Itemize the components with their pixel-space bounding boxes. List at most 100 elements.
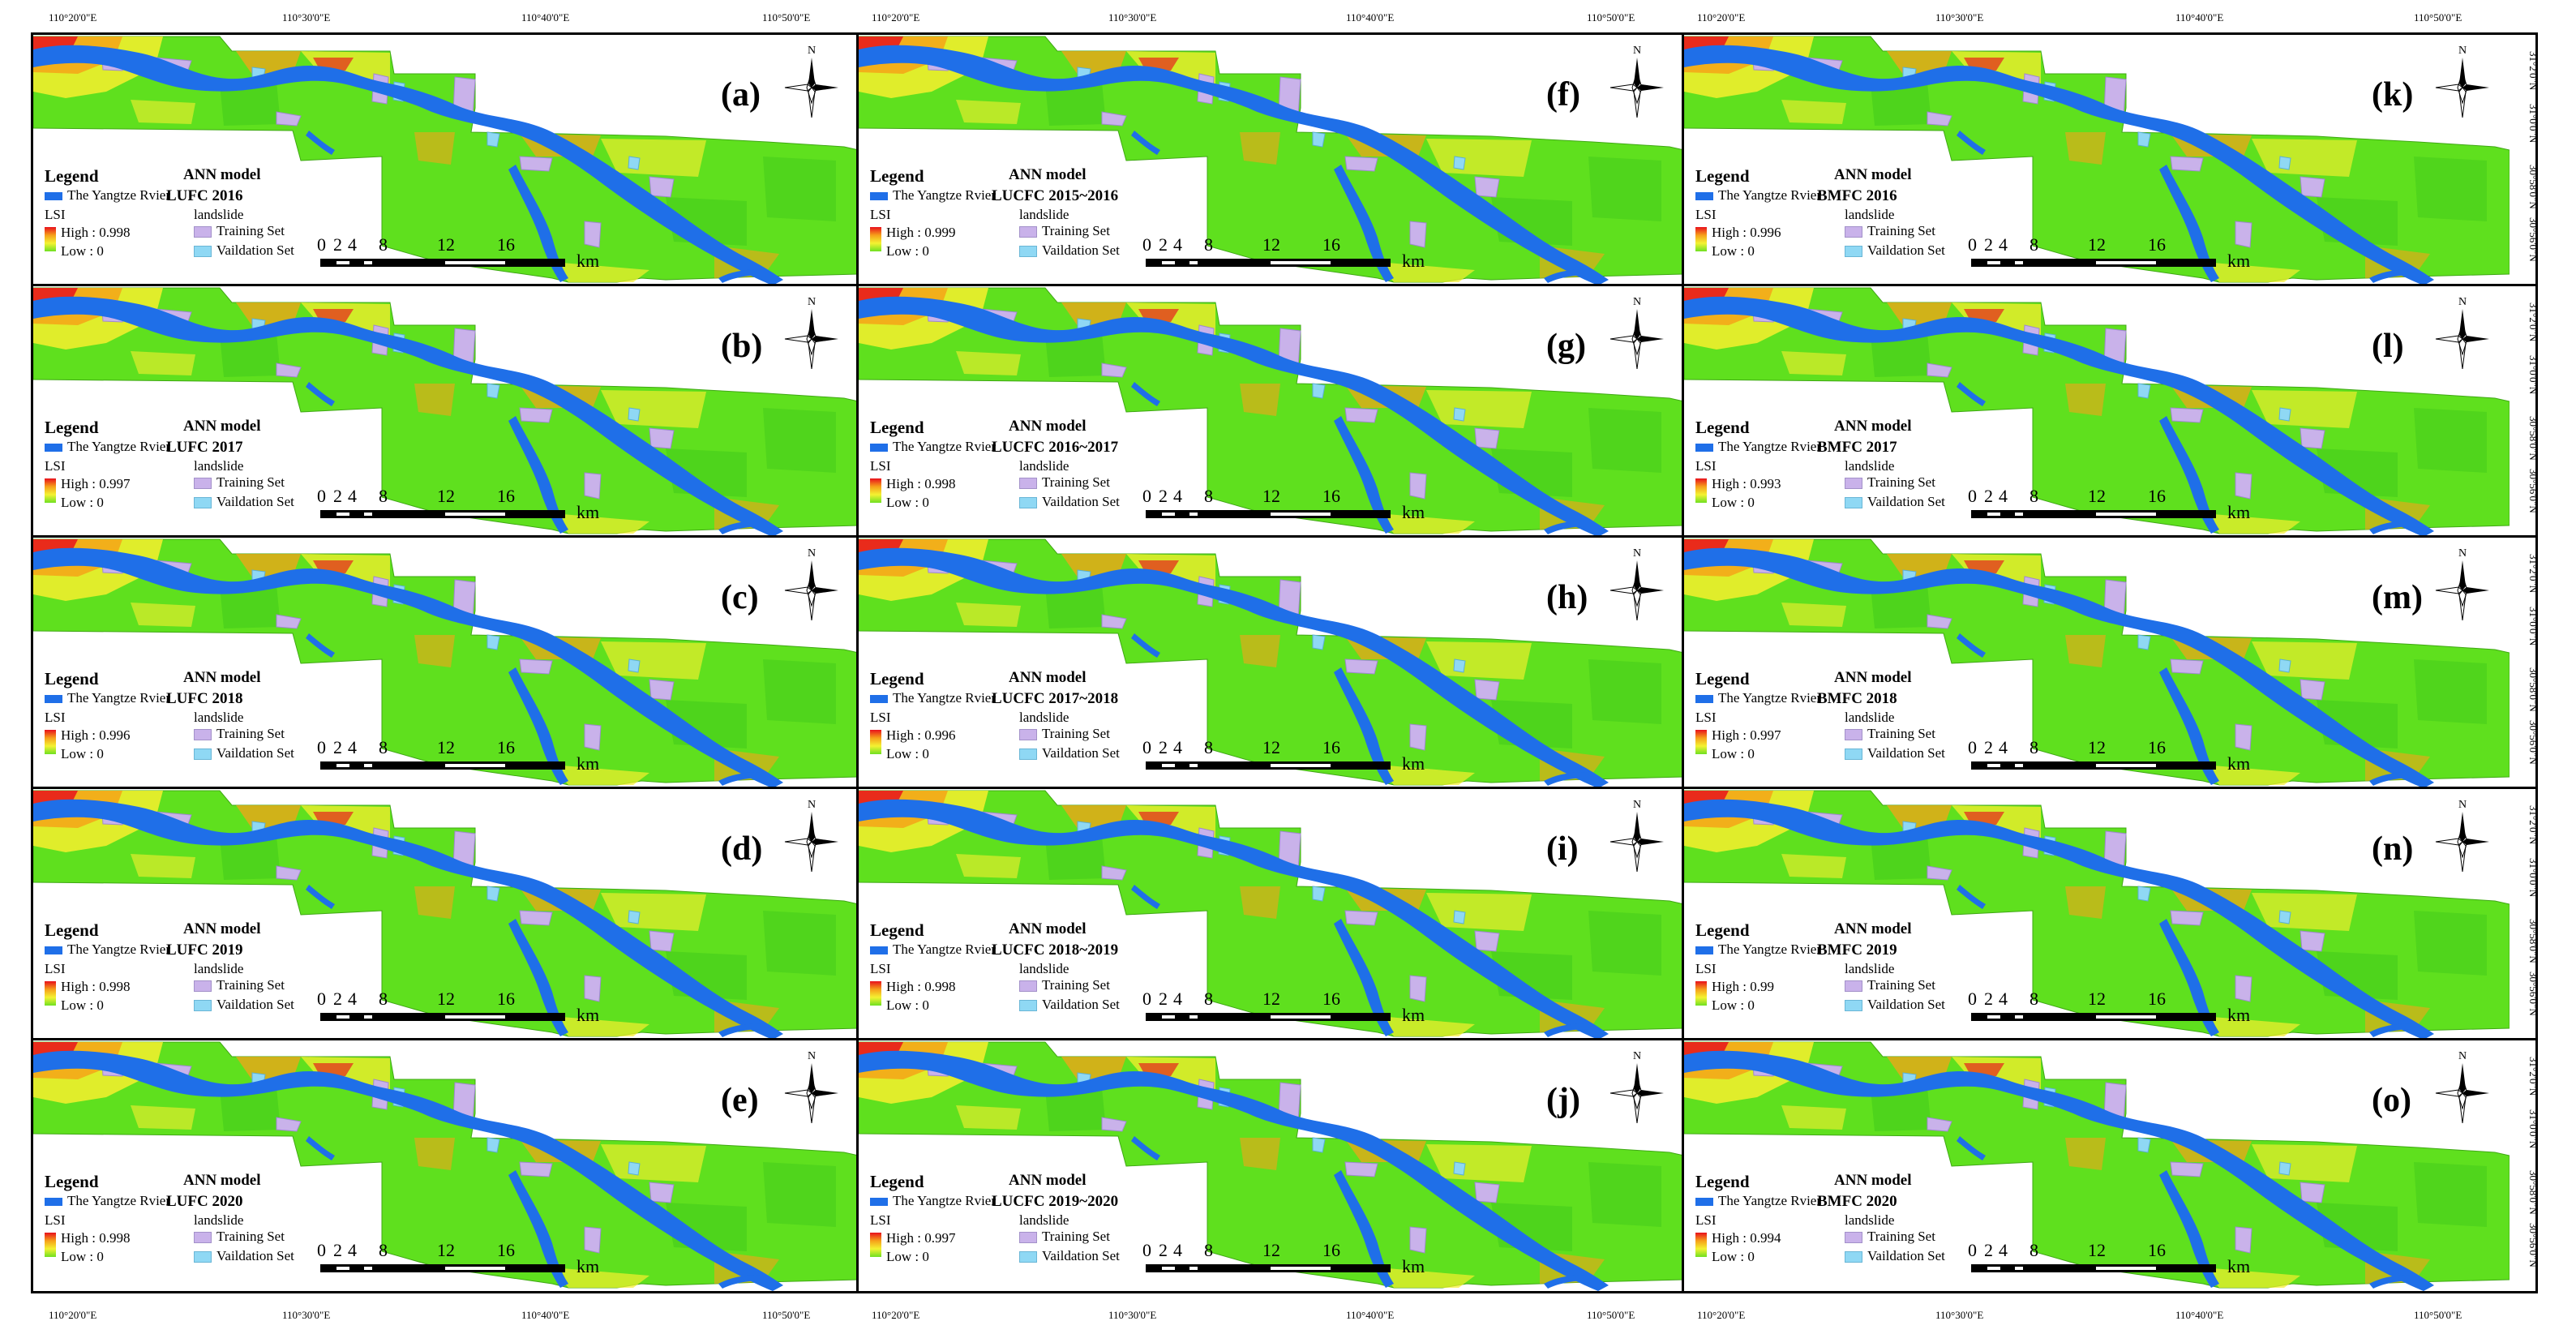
yangtze-river: [859, 1050, 1609, 1291]
susceptibility-map-panel-f: (f) N Legend The Yangtze Rvier LSI High …: [859, 35, 1684, 285]
validation-set-label: Vaildation Set: [1042, 494, 1120, 509]
training-set-label: Training Set: [216, 223, 285, 238]
river-legend-label: The Yangtze Rvier: [67, 187, 171, 203]
bottom-longitude-label: 110°20'0"E: [1697, 1309, 1746, 1321]
scale-unit: km: [576, 753, 600, 774]
panel-divider: [31, 535, 2538, 538]
scale-tick-label: 2: [333, 737, 342, 757]
river-swatch: [45, 192, 62, 200]
scale-unit: km: [1402, 502, 1425, 522]
validation-set-swatch: [1019, 246, 1037, 257]
scale-unit: km: [1402, 1256, 1425, 1276]
yangtze-river: [33, 799, 783, 1040]
ann-model-label: ANN model: [1009, 1172, 1087, 1189]
scale-bar-segment: [364, 1267, 372, 1270]
right-latitude-label: 31°0'0"N: [2527, 1109, 2540, 1149]
validation-set-swatch: [1019, 497, 1037, 508]
north-arrow-label: N: [1633, 296, 1641, 308]
scale-tick-label: 12: [1262, 486, 1280, 506]
legend-title: Legend: [1695, 669, 1750, 688]
panel-divider: [31, 787, 2538, 789]
model-name: BMFC 2019: [1817, 942, 1897, 959]
scale-bar-segment: [445, 261, 505, 264]
north-arrow-label: N: [1633, 1050, 1641, 1062]
scale-bar-segment: [336, 764, 349, 767]
landslide-label: landslide: [1019, 207, 1069, 222]
river-swatch: [45, 695, 62, 703]
lsi-color-ramp: [45, 981, 56, 1006]
scale-bar-segment: [1189, 1267, 1198, 1270]
ann-model-label: ANN model: [183, 920, 261, 937]
lsi-color-ramp: [870, 730, 881, 754]
scale-bar-segment: [1271, 764, 1331, 767]
scale-bar: 0 2 4 8 12 16 km: [317, 989, 625, 1029]
lsi-low-label: Low : 0: [61, 1249, 104, 1264]
scale-tick-label: 4: [348, 1240, 357, 1260]
validation-set-label: Vaildation Set: [1867, 242, 1945, 258]
scale-bar: 0 2 4 8 12 16 km: [1968, 737, 2276, 778]
lsi-color-ramp: [870, 981, 881, 1006]
map-legend: Legend The Yangtze Rvier LSI High : 0.99…: [870, 1172, 1162, 1285]
river-swatch: [1695, 444, 1713, 452]
scale-tick-label: 2: [333, 989, 342, 1009]
map-legend: Legend The Yangtze Rvier LSI High : 0.99…: [45, 920, 336, 1034]
lsi-color-ramp: [1695, 227, 1707, 251]
lsi-low-label: Low : 0: [61, 997, 104, 1013]
legend-title: Legend: [1695, 1172, 1750, 1191]
river-legend-label: The Yangtze Rvier: [67, 690, 171, 706]
scale-tick-label: 8: [2030, 989, 2038, 1009]
right-latitude-label: 30°56'0"N: [2527, 1223, 2540, 1268]
top-longitude-label: 110°30'0"E: [1108, 11, 1157, 24]
map-legend: Legend The Yangtze Rvier LSI High : 0.99…: [1695, 166, 1987, 280]
scale-tick-label: 0: [317, 234, 326, 255]
scale-bar-segment: [445, 1267, 505, 1270]
lsi-low-label: Low : 0: [886, 1249, 929, 1264]
validation-set-label: Vaildation Set: [216, 1248, 294, 1263]
scale-unit: km: [2227, 1256, 2251, 1276]
model-name: LUCFC 2017~2018: [992, 690, 1119, 707]
yangtze-river: [859, 296, 1609, 537]
susceptibility-map: [1684, 287, 2510, 537]
ann-model-label: ANN model: [1009, 669, 1087, 686]
north-arrow-label: N: [2458, 45, 2467, 57]
scale-bar-segment: [364, 513, 372, 516]
scale-tick-label: 8: [1204, 234, 1213, 255]
legend-title: Legend: [1695, 418, 1750, 437]
landslide-label: landslide: [1845, 710, 1895, 725]
scale-tick-label: 0: [317, 486, 326, 506]
scale-unit: km: [2227, 1005, 2251, 1025]
landslide-label: landslide: [1845, 207, 1895, 222]
susceptibility-map-panel-g: (g) N Legend The Yangtze Rvier LSI High …: [859, 286, 1684, 537]
panel-letter: (o): [2372, 1082, 2411, 1119]
lsi-high-label: High : 0.994: [1712, 1230, 1781, 1246]
right-latitude-label: 30°56'0"N: [2527, 972, 2540, 1016]
landslide-label: landslide: [194, 710, 244, 725]
scale-bar-line: [1146, 259, 1391, 267]
scale-bar: 0 2 4 8 12 16 km: [1142, 989, 1451, 1029]
scale-tick-label: 4: [348, 234, 357, 255]
scale-tick-label: 12: [437, 737, 455, 757]
scale-bar-line: [320, 1013, 565, 1021]
scale-bar-segment: [445, 764, 505, 767]
scale-bar-segment: [1162, 513, 1175, 516]
bottom-longitude-label: 110°50'0"E: [1587, 1309, 1635, 1321]
scale-bar-line: [320, 761, 565, 770]
panel-letter: (g): [1546, 328, 1586, 365]
scale-tick-label: 8: [1204, 486, 1213, 506]
lsi-label: LSI: [45, 458, 66, 474]
training-set-label: Training Set: [1867, 1229, 1935, 1244]
study-area-terrain: [33, 538, 859, 786]
panel-divider: [31, 1038, 2538, 1040]
top-longitude-label: 110°50'0"E: [762, 11, 811, 24]
scale-tick-label: 12: [2088, 234, 2106, 255]
river-swatch: [1695, 946, 1713, 954]
lsi-low-label: Low : 0: [61, 495, 104, 510]
north-arrow-icon: N: [784, 547, 838, 621]
lsi-low-label: Low : 0: [61, 746, 104, 761]
bottom-longitude-label: 110°40'0"E: [1346, 1309, 1395, 1321]
scale-bar-segment: [1271, 1267, 1331, 1270]
scale-tick-label: 12: [2088, 486, 2106, 506]
right-latitude-label: 30°56'0"N: [2527, 720, 2540, 765]
susceptibility-map: [1684, 36, 2510, 285]
map-legend: Legend The Yangtze Rvier LSI High : 0.99…: [870, 418, 1162, 531]
